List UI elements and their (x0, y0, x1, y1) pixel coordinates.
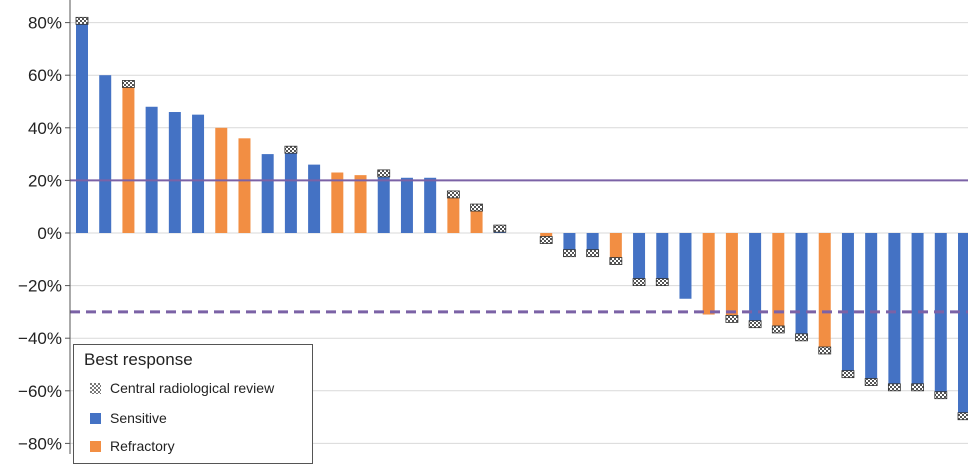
bar-refractory (609, 233, 622, 265)
bar-sensitive (633, 233, 646, 286)
bar-sensitive (911, 233, 924, 391)
bars (75, 16, 968, 421)
bar-sensitive (192, 114, 205, 233)
bar-refractory (818, 233, 831, 354)
legend-title: Best response (84, 350, 193, 369)
review-marker (748, 320, 762, 329)
bar-refractory (772, 233, 785, 333)
review-marker (934, 391, 948, 400)
review-marker (446, 190, 460, 199)
review-marker (493, 224, 507, 233)
sensitive-swatch-icon (90, 413, 101, 424)
y-tick-label: 80% (28, 14, 62, 33)
review-marker (377, 169, 391, 178)
legend-item-sensitive: Sensitive (90, 410, 167, 426)
bar-sensitive (424, 177, 437, 233)
bar-refractory (702, 233, 715, 315)
bar-sensitive (656, 233, 669, 286)
legend-label-sensitive: Sensitive (110, 410, 167, 426)
bar-sensitive (261, 154, 274, 233)
bar-sensitive (841, 233, 854, 378)
review-marker (470, 203, 483, 212)
review-marker (841, 370, 855, 379)
legend: Best response Central radiological revie… (73, 344, 313, 464)
legend-label-refractory: Refractory (110, 438, 175, 454)
bar-sensitive (145, 106, 158, 233)
review-marker (795, 333, 808, 342)
legend-label-review: Central radiological review (110, 380, 275, 396)
review-marker (75, 16, 89, 25)
bar-refractory (122, 80, 135, 234)
bar-sensitive (76, 17, 88, 234)
waterfall-chart: −80% −60% −40% −20% 0% 20% 40% 60% 80% (18, 0, 968, 454)
review-marker (725, 315, 739, 323)
review-marker (818, 346, 832, 355)
checker-swatch-icon (90, 383, 101, 394)
y-tick-label: −80% (18, 434, 62, 453)
bar-refractory (725, 233, 738, 323)
bar-sensitive (284, 146, 297, 233)
bar-sensitive (308, 164, 321, 233)
bar-sensitive (400, 177, 413, 233)
legend-item-refractory: Refractory (90, 438, 175, 454)
review-marker (632, 278, 646, 287)
review-marker (911, 383, 924, 392)
review-marker (609, 257, 623, 265)
bar-sensitive (934, 233, 947, 399)
refractory-swatch-icon (90, 441, 101, 452)
bar-refractory (354, 175, 367, 233)
y-axis-tick-labels: −80% −60% −40% −20% 0% 20% 40% 60% 80% (18, 14, 62, 454)
review-marker (655, 278, 669, 287)
bar-sensitive (168, 112, 181, 233)
bar-sensitive (749, 233, 762, 328)
y-tick-label: 20% (28, 171, 62, 190)
review-marker (284, 145, 298, 154)
review-marker (563, 249, 576, 258)
bar-sensitive (99, 75, 112, 233)
review-marker (771, 325, 785, 334)
bar-refractory (447, 190, 460, 233)
bar-sensitive (377, 169, 390, 233)
bar-sensitive (958, 233, 968, 420)
bar-refractory (238, 138, 251, 233)
y-tick-label: −60% (18, 382, 62, 401)
y-tick-label: −40% (18, 329, 62, 348)
y-tick-label: 60% (28, 66, 62, 85)
reference-lines (70, 179, 968, 314)
legend-item-review: Central radiological review (90, 380, 274, 396)
bar-sensitive (679, 233, 692, 299)
review-marker (539, 236, 553, 244)
review-marker (586, 249, 600, 258)
bar-sensitive (865, 233, 878, 386)
y-tick-label: 0% (37, 224, 62, 243)
review-marker (864, 378, 878, 386)
bar-refractory (331, 172, 344, 233)
y-tick-label: 40% (28, 119, 62, 138)
bar-sensitive (795, 233, 808, 341)
review-marker (887, 383, 901, 392)
review-marker (122, 80, 135, 88)
review-marker (957, 412, 968, 421)
y-tick-label: −20% (18, 277, 62, 296)
